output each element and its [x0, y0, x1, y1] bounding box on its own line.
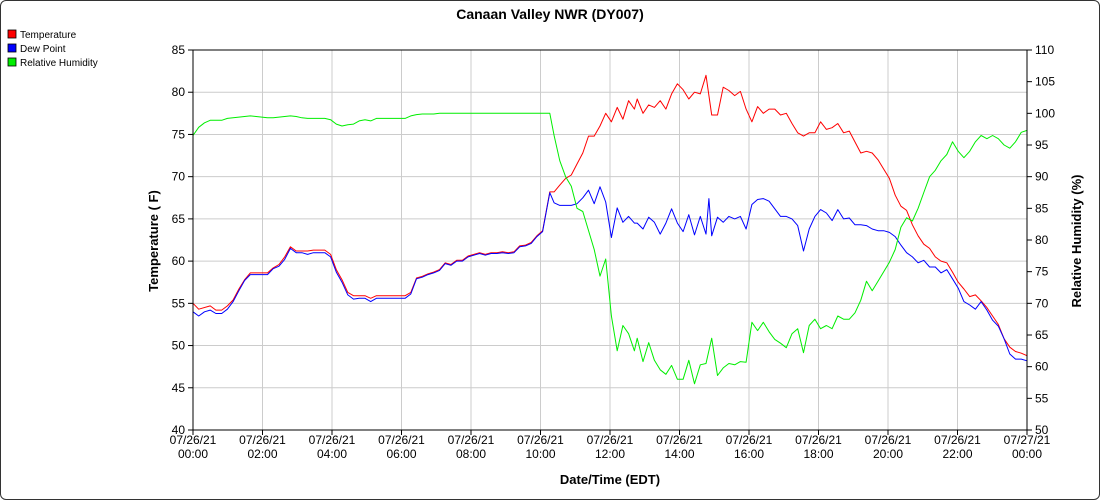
- y-tick-label: 40: [172, 423, 186, 437]
- y-tick-label: 65: [172, 212, 186, 226]
- x-axis-title: Date/Time (EDT): [560, 472, 660, 487]
- y-axis-title: Temperature ( F): [146, 190, 161, 292]
- left-axis-ticks: 40 45 50 55 60 65 70 75 80 85: [172, 43, 193, 437]
- grid-lines: [192, 49, 1028, 431]
- x-tick-date: 07/26/21: [795, 433, 842, 447]
- y2-tick-label: 105: [1035, 75, 1055, 89]
- y-tick-label: 70: [172, 170, 186, 184]
- x-tick-date: 07/26/21: [309, 433, 356, 447]
- x-tick-time: 06:00: [386, 447, 416, 461]
- y2-tick-label: 85: [1035, 201, 1049, 215]
- relative-humidity-line: [192, 112, 1028, 385]
- x-tick-date: 07/26/21: [934, 433, 981, 447]
- x-tick-date: 07/26/21: [378, 433, 425, 447]
- y-tick-label: 55: [172, 296, 186, 310]
- y2-tick-label: 100: [1035, 106, 1055, 120]
- y2-tick-label: 75: [1035, 265, 1049, 279]
- y2-tick-label: 70: [1035, 296, 1049, 310]
- x-tick-date: 07/27/21: [1004, 433, 1051, 447]
- y-tick-label: 80: [172, 85, 186, 99]
- temperature-line: [192, 74, 1028, 357]
- x-tick-date: 07/26/21: [170, 433, 217, 447]
- dew-point-line: [192, 186, 1028, 362]
- x-tick-time: 08:00: [456, 447, 486, 461]
- x-tick-time: 10:00: [525, 447, 555, 461]
- legend: Temperature Dew Point Relative Humidity: [7, 29, 98, 69]
- y2-tick-label: 50: [1035, 423, 1049, 437]
- x-tick-date: 07/26/21: [517, 433, 564, 447]
- y2-axis-title: Relative Humidity (%): [1069, 175, 1084, 308]
- x-tick-time: 18:00: [803, 447, 833, 461]
- x-tick-date: 07/26/21: [448, 433, 495, 447]
- y2-tick-label: 90: [1035, 170, 1049, 184]
- y2-tick-label: 110: [1035, 43, 1054, 57]
- y2-tick-label: 60: [1035, 360, 1049, 374]
- x-tick-date: 07/26/21: [865, 433, 912, 447]
- y2-tick-label: 65: [1035, 328, 1049, 342]
- x-tick-time: 04:00: [317, 447, 347, 461]
- x-tick-time: 00:00: [1012, 447, 1042, 461]
- x-tick-date: 07/26/21: [656, 433, 703, 447]
- legend-swatch: [7, 29, 17, 39]
- x-tick-time: 22:00: [942, 447, 972, 461]
- x-tick-date: 07/26/21: [587, 433, 634, 447]
- chart-title: Canaan Valley NWR (DY007): [456, 6, 644, 22]
- series-layer: [192, 74, 1028, 385]
- right-axis-ticks: 50 55 60 65 70 75 80 85 90 95 100 105 110: [1027, 43, 1055, 437]
- y2-tick-label: 80: [1035, 233, 1049, 247]
- x-tick-date: 07/26/21: [239, 433, 286, 447]
- x-tick-time: 20:00: [873, 447, 903, 461]
- x-tick-time: 14:00: [664, 447, 694, 461]
- legend-label: Temperature: [20, 30, 77, 41]
- x-tick-date: 07/26/21: [726, 433, 773, 447]
- x-tick-time: 16:00: [734, 447, 764, 461]
- legend-label: Dew Point: [20, 44, 66, 55]
- x-axis-ticks: 07/26/2100:0007/26/2102:0007/26/2104:000…: [170, 430, 1051, 461]
- y-tick-label: 75: [172, 127, 186, 141]
- x-tick-time: 12:00: [595, 447, 625, 461]
- y-tick-label: 50: [172, 339, 186, 353]
- legend-label: Relative Humidity: [20, 58, 98, 69]
- y2-tick-label: 95: [1035, 138, 1049, 152]
- x-tick-time: 02:00: [247, 447, 277, 461]
- y-tick-label: 85: [172, 43, 186, 57]
- y-tick-label: 60: [172, 254, 186, 268]
- legend-swatch: [7, 57, 17, 67]
- legend-swatch: [7, 43, 17, 53]
- x-tick-time: 00:00: [178, 447, 208, 461]
- y-tick-label: 45: [172, 381, 186, 395]
- y2-tick-label: 55: [1035, 391, 1049, 405]
